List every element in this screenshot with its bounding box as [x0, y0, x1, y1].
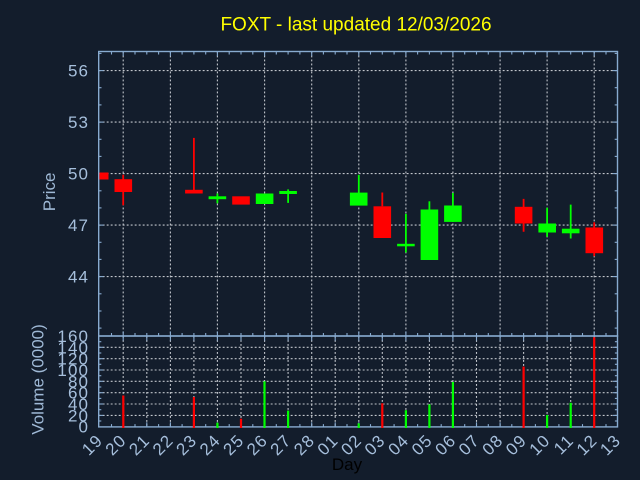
svg-text:50: 50	[68, 165, 89, 184]
svg-text:47: 47	[68, 216, 89, 235]
svg-text:56: 56	[68, 62, 89, 81]
svg-text:FOXT - last updated 12/03/2026: FOXT - last updated 12/03/2026	[220, 15, 491, 36]
svg-text:60: 60	[68, 384, 89, 403]
svg-text:0: 0	[79, 418, 90, 437]
svg-text:20: 20	[68, 406, 89, 425]
svg-text:160: 160	[57, 327, 89, 346]
svg-text:40: 40	[68, 395, 89, 414]
svg-text:Price: Price	[40, 173, 59, 212]
svg-text:100: 100	[57, 361, 89, 380]
svg-text:44: 44	[68, 268, 89, 287]
svg-text:140: 140	[57, 338, 89, 357]
svg-text:80: 80	[68, 372, 89, 391]
svg-text:Volume (0000): Volume (0000)	[29, 324, 48, 435]
svg-text:120: 120	[57, 350, 89, 369]
svg-text:Day: Day	[332, 455, 363, 474]
svg-text:53: 53	[68, 113, 89, 132]
